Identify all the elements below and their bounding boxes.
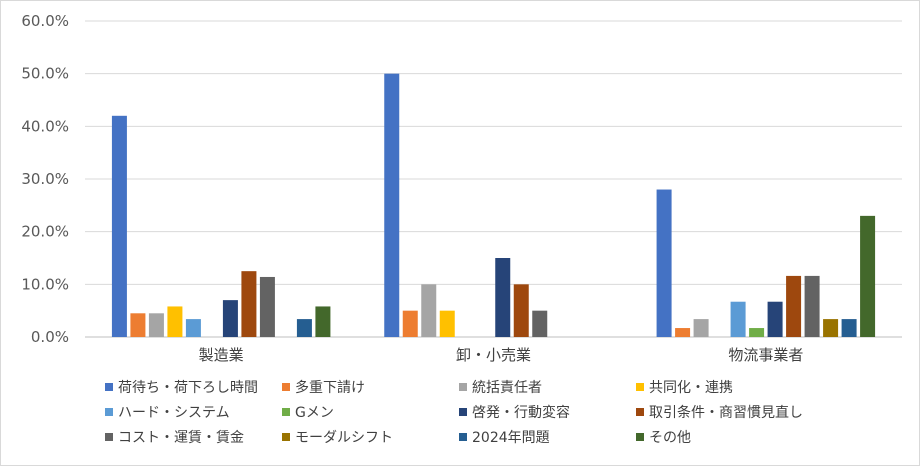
- legend-label: 啓発・行動変容: [472, 405, 570, 421]
- legend-item: Gメン: [282, 402, 459, 422]
- bar: [185, 319, 201, 337]
- bar: [241, 271, 257, 337]
- legend-swatch: [282, 433, 290, 441]
- legend-label: 多重下請け: [295, 380, 365, 396]
- category-label: 製造業: [199, 346, 244, 364]
- legend-label: 共同化・連携: [649, 380, 733, 396]
- bar: [167, 306, 183, 337]
- legend-item: モーダルシフト: [282, 427, 459, 447]
- bar-chart: 0.0% 10.0% 20.0% 30.0% 40.0% 50.0% 60.0% 製造業 卸・小…: [21, 12, 902, 364]
- bar: [148, 313, 164, 337]
- legend-swatch: [105, 433, 113, 441]
- legend-label: 取引条件・商習慣見直し: [649, 405, 803, 421]
- bar: [315, 306, 331, 337]
- y-tick-label: 30.0%: [21, 170, 69, 188]
- bar: [749, 328, 765, 337]
- bar: [402, 310, 418, 337]
- legend-swatch: [105, 383, 113, 391]
- legend-item: 統括責任者: [459, 377, 636, 397]
- y-tick-label: 50.0%: [21, 65, 69, 83]
- legend-item: 荷待ち・荷下ろし時間: [105, 377, 282, 397]
- legend-item: 取引条件・商習慣見直し: [636, 402, 836, 422]
- bar: [421, 284, 437, 337]
- legend-item: 2024年問題: [459, 427, 636, 447]
- bar: [656, 189, 672, 337]
- legend-label: 統括責任者: [472, 380, 542, 396]
- legend-swatch: [105, 408, 113, 416]
- legend-swatch: [282, 383, 290, 391]
- legend-label: ハード・システム: [118, 405, 230, 421]
- bar: [730, 301, 746, 337]
- bar: [384, 73, 400, 338]
- legend-item: 啓発・行動変容: [459, 402, 636, 422]
- bar: [823, 319, 839, 337]
- bar: [495, 258, 511, 337]
- y-tick-label: 0.0%: [31, 328, 69, 346]
- category-label: 物流事業者: [728, 346, 803, 364]
- legend-item: コスト・運賃・賃金: [105, 427, 282, 447]
- bar: [693, 319, 709, 337]
- bar: [841, 319, 857, 337]
- bar: [111, 115, 127, 337]
- bar: [513, 284, 529, 337]
- bar: [786, 275, 802, 337]
- y-tick-label: 60.0%: [21, 12, 69, 30]
- legend-label: コスト・運賃・賃金: [118, 430, 244, 446]
- category-label: 卸・小売業: [456, 346, 531, 364]
- bar: [259, 276, 275, 337]
- legend-item: ハード・システム: [105, 402, 282, 422]
- legend-label: Gメン: [295, 405, 334, 421]
- bar: [675, 328, 691, 337]
- legend-label: 荷待ち・荷下ろし時間: [118, 380, 258, 396]
- legend-swatch: [459, 408, 467, 416]
- legend: 荷待ち・荷下ろし時間 多重下請け 統括責任者 共同化・連携ハード・システム Gメン 啓発・…: [105, 377, 905, 447]
- bar: [439, 310, 455, 337]
- legend-label: モーダルシフト: [295, 430, 393, 446]
- bar: [532, 310, 548, 337]
- legend-swatch: [459, 383, 467, 391]
- legend-swatch: [636, 383, 644, 391]
- bar: [222, 300, 238, 337]
- y-tick-label: 40.0%: [21, 117, 69, 135]
- legend-item: 共同化・連携: [636, 377, 836, 397]
- bar: [860, 215, 876, 337]
- bar: [130, 313, 146, 337]
- y-tick-label: 10.0%: [21, 275, 69, 293]
- legend-swatch: [636, 433, 644, 441]
- legend-label: その他: [649, 430, 691, 446]
- bar: [804, 275, 820, 337]
- bar: [296, 319, 312, 337]
- y-tick-label: 20.0%: [21, 223, 69, 241]
- legend-label: 2024年問題: [472, 430, 550, 446]
- legend-swatch: [636, 408, 644, 416]
- legend-item: 多重下請け: [282, 377, 459, 397]
- legend-swatch: [282, 408, 290, 416]
- legend-item: その他: [636, 427, 836, 447]
- bar: [767, 301, 783, 337]
- legend-swatch: [459, 433, 467, 441]
